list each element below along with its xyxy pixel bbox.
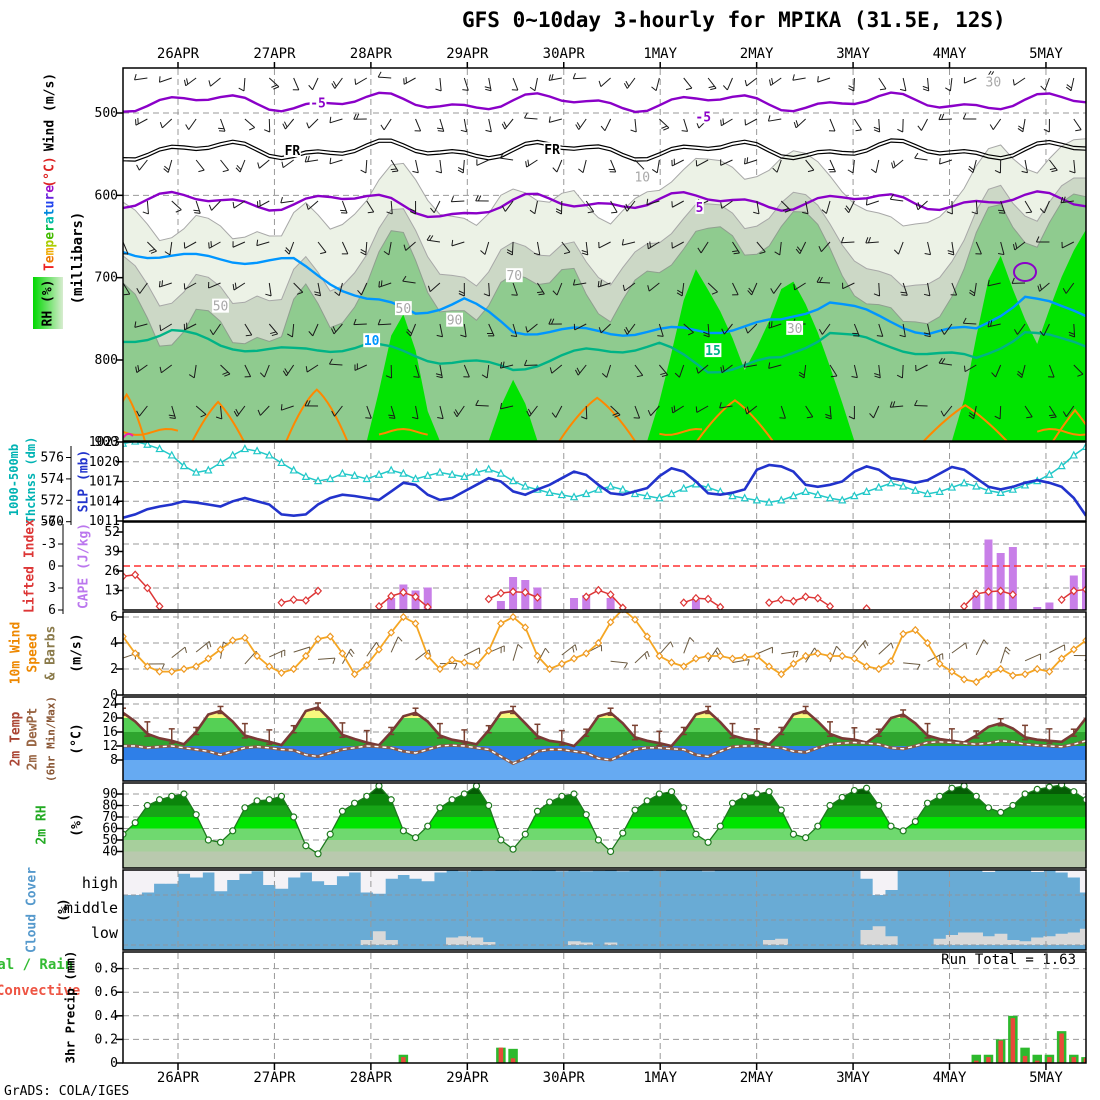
svg-text:800: 800: [95, 353, 118, 368]
svg-text:0: 0: [110, 1056, 118, 1071]
svg-text:80: 80: [102, 799, 118, 814]
panel-10m-wind: [123, 612, 1086, 687]
svg-text:28APR: 28APR: [350, 46, 393, 62]
svg-text:29APR: 29APR: [446, 46, 489, 62]
svg-text:50: 50: [396, 302, 412, 317]
svg-text:50: 50: [213, 300, 229, 315]
svg-text:0.4: 0.4: [95, 1009, 119, 1024]
svg-text:2MAY: 2MAY: [740, 46, 774, 62]
svg-text:52: 52: [104, 525, 120, 540]
svg-text:1MAY: 1MAY: [643, 46, 677, 62]
svg-text:70: 70: [102, 810, 118, 825]
svg-text:70: 70: [506, 269, 522, 284]
axes: 5006007008009001023102010171014101157657…: [40, 46, 1087, 1086]
svg-text:572: 572: [41, 493, 64, 508]
svg-text:15: 15: [705, 344, 721, 359]
svg-text:6: 6: [48, 603, 56, 618]
svg-text:26APR: 26APR: [157, 1070, 200, 1086]
svg-text:39: 39: [104, 545, 120, 560]
svg-text:10: 10: [364, 334, 380, 349]
svg-text:4MAY: 4MAY: [933, 1070, 967, 1086]
svg-text:10: 10: [634, 170, 650, 185]
svg-text:90: 90: [102, 787, 118, 802]
panel-cloud-cover: [123, 870, 1086, 950]
legend-total-rain: Total / Rain: [0, 957, 74, 973]
svg-text:0.6: 0.6: [95, 985, 118, 1000]
svg-text:1017: 1017: [89, 475, 120, 490]
legend-convective: Convective: [0, 983, 81, 999]
svg-text:30APR: 30APR: [543, 46, 586, 62]
svg-text:27APR: 27APR: [253, 1070, 296, 1086]
svg-text:26APR: 26APR: [157, 46, 200, 62]
svg-text:60: 60: [102, 822, 118, 837]
svg-text:12: 12: [102, 739, 118, 754]
svg-text:1023: 1023: [89, 435, 120, 450]
rh-legend-box: [33, 277, 63, 329]
svg-text:30APR: 30APR: [543, 1070, 586, 1086]
panel-precip: [398, 1015, 1086, 1063]
svg-text:900: 900: [95, 435, 118, 450]
svg-text:3: 3: [48, 581, 56, 596]
svg-text:90: 90: [447, 314, 463, 329]
svg-text:27APR: 27APR: [253, 46, 296, 62]
svg-text:-5: -5: [310, 96, 326, 111]
svg-text:0.8: 0.8: [95, 962, 118, 977]
svg-text:-5: -5: [695, 110, 711, 125]
svg-text:4: 4: [110, 636, 118, 651]
svg-text:1014: 1014: [89, 494, 120, 509]
panel-cape-li: [123, 539, 1086, 610]
svg-text:1011: 1011: [89, 514, 120, 529]
svg-text:1020: 1020: [89, 455, 120, 470]
svg-text:0: 0: [110, 688, 118, 703]
svg-text:FR: FR: [544, 143, 560, 158]
svg-text:16: 16: [102, 725, 118, 740]
svg-text:576: 576: [41, 451, 64, 466]
svg-text:low: low: [91, 924, 119, 942]
run-total: Run Total = 1.63: [941, 952, 1076, 968]
svg-text:-3: -3: [40, 537, 56, 552]
panel-slp-thickness: [123, 442, 1086, 519]
svg-text:3MAY: 3MAY: [836, 1070, 870, 1086]
svg-text:5MAY: 5MAY: [1029, 1070, 1063, 1086]
svg-text:26: 26: [104, 564, 120, 579]
svg-text:600: 600: [95, 188, 118, 203]
svg-text:1MAY: 1MAY: [643, 1070, 677, 1086]
svg-text:2MAY: 2MAY: [740, 1070, 774, 1086]
svg-text:700: 700: [95, 271, 118, 286]
svg-text:574: 574: [41, 472, 65, 487]
svg-text:40: 40: [102, 845, 118, 860]
panel-2m-temp: [123, 702, 1086, 781]
panel-upper-air: -5 -5 FR FR 5 10 15 10 30 30 50 50 70 90: [123, 70, 1086, 441]
svg-text:FR: FR: [285, 144, 301, 159]
svg-text:4MAY: 4MAY: [933, 46, 967, 62]
svg-text:5: 5: [696, 201, 704, 216]
svg-text:30: 30: [787, 322, 803, 337]
svg-text:0: 0: [48, 559, 56, 574]
svg-text:13: 13: [104, 584, 120, 599]
svg-text:high: high: [82, 874, 118, 892]
svg-text:8: 8: [110, 753, 118, 768]
svg-text:20: 20: [102, 711, 118, 726]
svg-text:6: 6: [110, 610, 118, 625]
svg-text:5MAY: 5MAY: [1029, 46, 1063, 62]
svg-text:30: 30: [986, 76, 1002, 91]
svg-text:570: 570: [41, 515, 64, 530]
svg-text:50: 50: [102, 833, 118, 848]
chart-title: GFS 0~10day 3-hourly for MPIKA (31.5E, 1…: [462, 8, 1006, 32]
svg-text:24: 24: [102, 697, 118, 712]
svg-text:28APR: 28APR: [350, 1070, 393, 1086]
grads-credit: GrADS: COLA/IGES: [4, 1084, 130, 1099]
svg-text:-6: -6: [40, 515, 56, 530]
svg-text:29APR: 29APR: [446, 1070, 489, 1086]
svg-text:3MAY: 3MAY: [836, 46, 870, 62]
svg-text:500: 500: [95, 106, 118, 121]
svg-text:2: 2: [110, 662, 118, 677]
svg-text:0.2: 0.2: [95, 1032, 118, 1047]
svg-text:middle: middle: [64, 899, 118, 917]
